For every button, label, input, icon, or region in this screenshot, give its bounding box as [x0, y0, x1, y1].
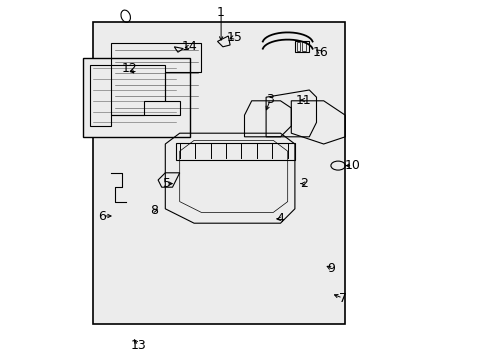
FancyBboxPatch shape	[82, 58, 190, 137]
Text: 3: 3	[266, 93, 274, 106]
Bar	[176, 143, 294, 160]
Text: 5: 5	[163, 177, 170, 190]
Text: 7: 7	[338, 292, 346, 305]
Text: 10: 10	[344, 159, 360, 172]
Text: 15: 15	[226, 31, 242, 44]
Text: 12: 12	[121, 62, 137, 75]
Text: 13: 13	[130, 339, 146, 352]
Text: 8: 8	[149, 204, 158, 217]
Bar	[302, 42, 305, 51]
Text: 11: 11	[295, 94, 311, 107]
Bar	[294, 41, 309, 52]
Text: 9: 9	[326, 262, 334, 275]
Text: 14: 14	[182, 40, 197, 53]
Text: 6: 6	[98, 210, 106, 222]
FancyBboxPatch shape	[93, 22, 345, 324]
Text: 2: 2	[299, 177, 307, 190]
Text: 1: 1	[217, 6, 224, 19]
Bar	[296, 42, 300, 51]
Text: 4: 4	[276, 212, 284, 225]
Text: 16: 16	[311, 46, 327, 59]
